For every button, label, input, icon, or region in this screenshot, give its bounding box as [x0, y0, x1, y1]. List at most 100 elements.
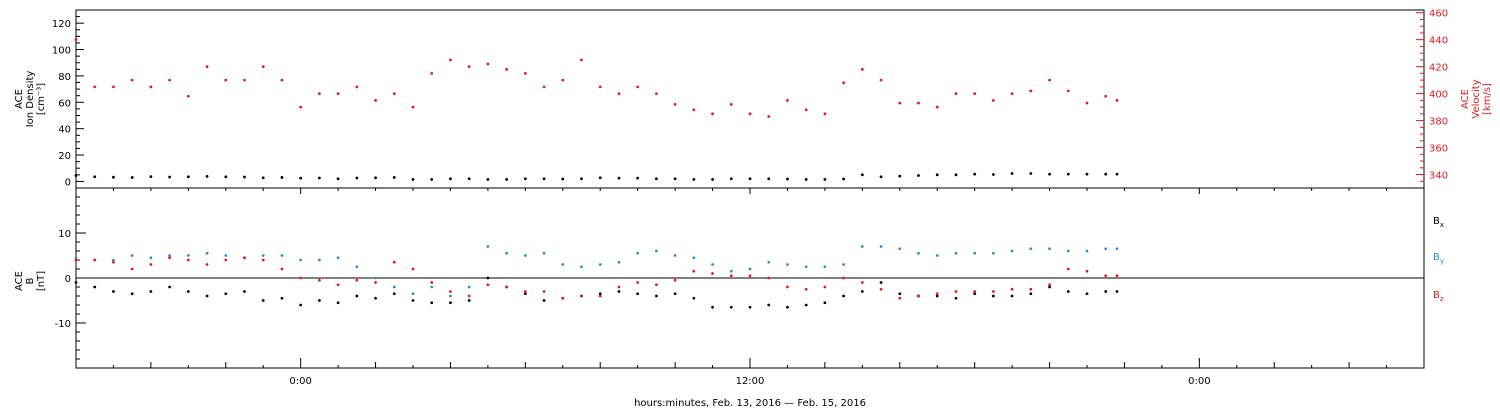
- top-velocity-point: [711, 112, 714, 116]
- top-y-tick-label: 40: [58, 125, 71, 136]
- bottom-bx-point: [112, 290, 115, 293]
- bottom-bx-point: [317, 299, 321, 302]
- top-density-point: [1066, 172, 1070, 176]
- bottom-bx-point: [93, 285, 97, 289]
- bottom-by-point: [748, 267, 752, 271]
- bottom-bx-point: [486, 276, 490, 280]
- bottom-bz-point: [374, 281, 377, 284]
- top-y-right-label-line: [km/s]: [1482, 83, 1493, 115]
- top-velocity-point: [1029, 89, 1033, 93]
- bottom-bz-point: [823, 285, 827, 289]
- legend-subscript: y: [1440, 257, 1444, 265]
- top-velocity-point: [299, 105, 303, 109]
- top-density-point: [336, 177, 340, 181]
- bottom-bz-point: [467, 294, 471, 298]
- bottom-by-point: [561, 263, 565, 266]
- top-density-point: [954, 173, 958, 177]
- top-velocity-point: [954, 92, 958, 96]
- top-y-tick-label: 100: [52, 46, 71, 57]
- bottom-bx-point: [149, 290, 153, 293]
- top-velocity-point: [467, 65, 471, 69]
- top-velocity-point: [93, 85, 97, 89]
- top-velocity-point: [935, 105, 939, 109]
- bottom-bx-point: [168, 285, 172, 289]
- bottom-bz-point: [1048, 283, 1051, 287]
- top-velocity-point: [505, 67, 509, 71]
- bottom-by-point: [374, 276, 377, 280]
- x-axis-label: hours:minutes, Feb. 13, 2016 — Feb. 15, …: [634, 398, 866, 409]
- bottom-bz-point: [355, 278, 359, 282]
- bottom-bz-point: [580, 294, 583, 298]
- top-density-point: [149, 175, 153, 179]
- top-density-point: [112, 175, 115, 179]
- bottom-bz-point: [767, 276, 771, 280]
- top-y-tick-label: 0: [65, 177, 71, 188]
- bottom-bx-point: [74, 281, 78, 284]
- top-density-point: [261, 176, 265, 180]
- bottom-bx-point: [711, 305, 714, 309]
- top-y-right-tick-label: 460: [1429, 9, 1448, 20]
- bottom-bx-point: [804, 303, 808, 307]
- bottom-bz-point: [486, 283, 490, 287]
- bottom-bz-point: [973, 290, 977, 293]
- bottom-bz-point: [411, 267, 415, 271]
- bottom-by-point: [767, 260, 771, 264]
- top-velocity-point: [224, 78, 228, 82]
- top-density-point: [299, 176, 303, 180]
- top-density-point: [186, 175, 190, 179]
- bottom-bx-point: [261, 299, 265, 302]
- bottom-bx-point: [991, 294, 995, 298]
- top-velocity-point: [898, 101, 902, 105]
- bottom-by-point: [711, 263, 714, 266]
- bottom-bz-point: [299, 276, 303, 280]
- top-velocity-point: [486, 62, 490, 66]
- bottom-bz-point: [804, 287, 808, 291]
- bottom-bz-point: [449, 290, 452, 293]
- bottom-bx-point: [1048, 285, 1051, 289]
- bottom-y-axis-label: ACE B [nT]: [14, 271, 47, 291]
- bottom-by-point: [580, 265, 583, 269]
- bottom-bx-point: [692, 296, 696, 300]
- top-density-point: [786, 177, 789, 181]
- top-density-point: [1048, 172, 1051, 176]
- bottom-bz-point: [786, 285, 789, 289]
- top-density-point: [205, 174, 209, 178]
- bottom-bx-point: [823, 301, 827, 305]
- bottom-y-label-line: ACE: [14, 271, 25, 291]
- bottom-bx-point: [729, 305, 733, 309]
- bottom-bx-point: [935, 294, 939, 298]
- bottom-bz-point: [954, 290, 958, 293]
- bottom-bz-point: [112, 260, 115, 264]
- bottom-bz-point: [673, 278, 677, 282]
- bottom-bz-point: [93, 258, 97, 262]
- bottom-by-point: [130, 254, 134, 257]
- bottom-bx-point: [205, 294, 209, 298]
- top-density-point: [935, 173, 939, 177]
- bottom-bz-point: [1115, 274, 1119, 278]
- bottom-by-point: [280, 254, 284, 257]
- bottom-bz-point: [336, 283, 340, 287]
- top-velocity-point: [598, 85, 602, 89]
- bottom-by-point: [523, 254, 527, 257]
- bottom-y-tick-label: -10: [55, 319, 71, 330]
- top-density-point: [1104, 172, 1108, 176]
- top-density-point: [767, 177, 771, 181]
- top-velocity-point: [523, 71, 527, 75]
- top-density-point: [392, 176, 396, 179]
- top-density-point: [542, 177, 546, 181]
- top-velocity-point: [411, 105, 415, 109]
- top-velocity-point: [1066, 89, 1070, 93]
- top-panel-frame: [75, 9, 1425, 189]
- top-velocity-point: [355, 85, 359, 89]
- top-velocity-point: [1010, 92, 1014, 96]
- top-velocity-point: [860, 67, 864, 71]
- bottom-by-point: [898, 247, 902, 251]
- top-y-right-tick-label: 420: [1429, 63, 1448, 74]
- bottom-bx-point: [767, 303, 771, 307]
- bottom-by-point: [74, 256, 78, 260]
- bottom-bz-point: [598, 294, 602, 298]
- top-velocity-point: [430, 71, 434, 75]
- bottom-by-point: [449, 294, 452, 298]
- bottom-by-point: [299, 258, 303, 262]
- top-density-point: [561, 177, 565, 181]
